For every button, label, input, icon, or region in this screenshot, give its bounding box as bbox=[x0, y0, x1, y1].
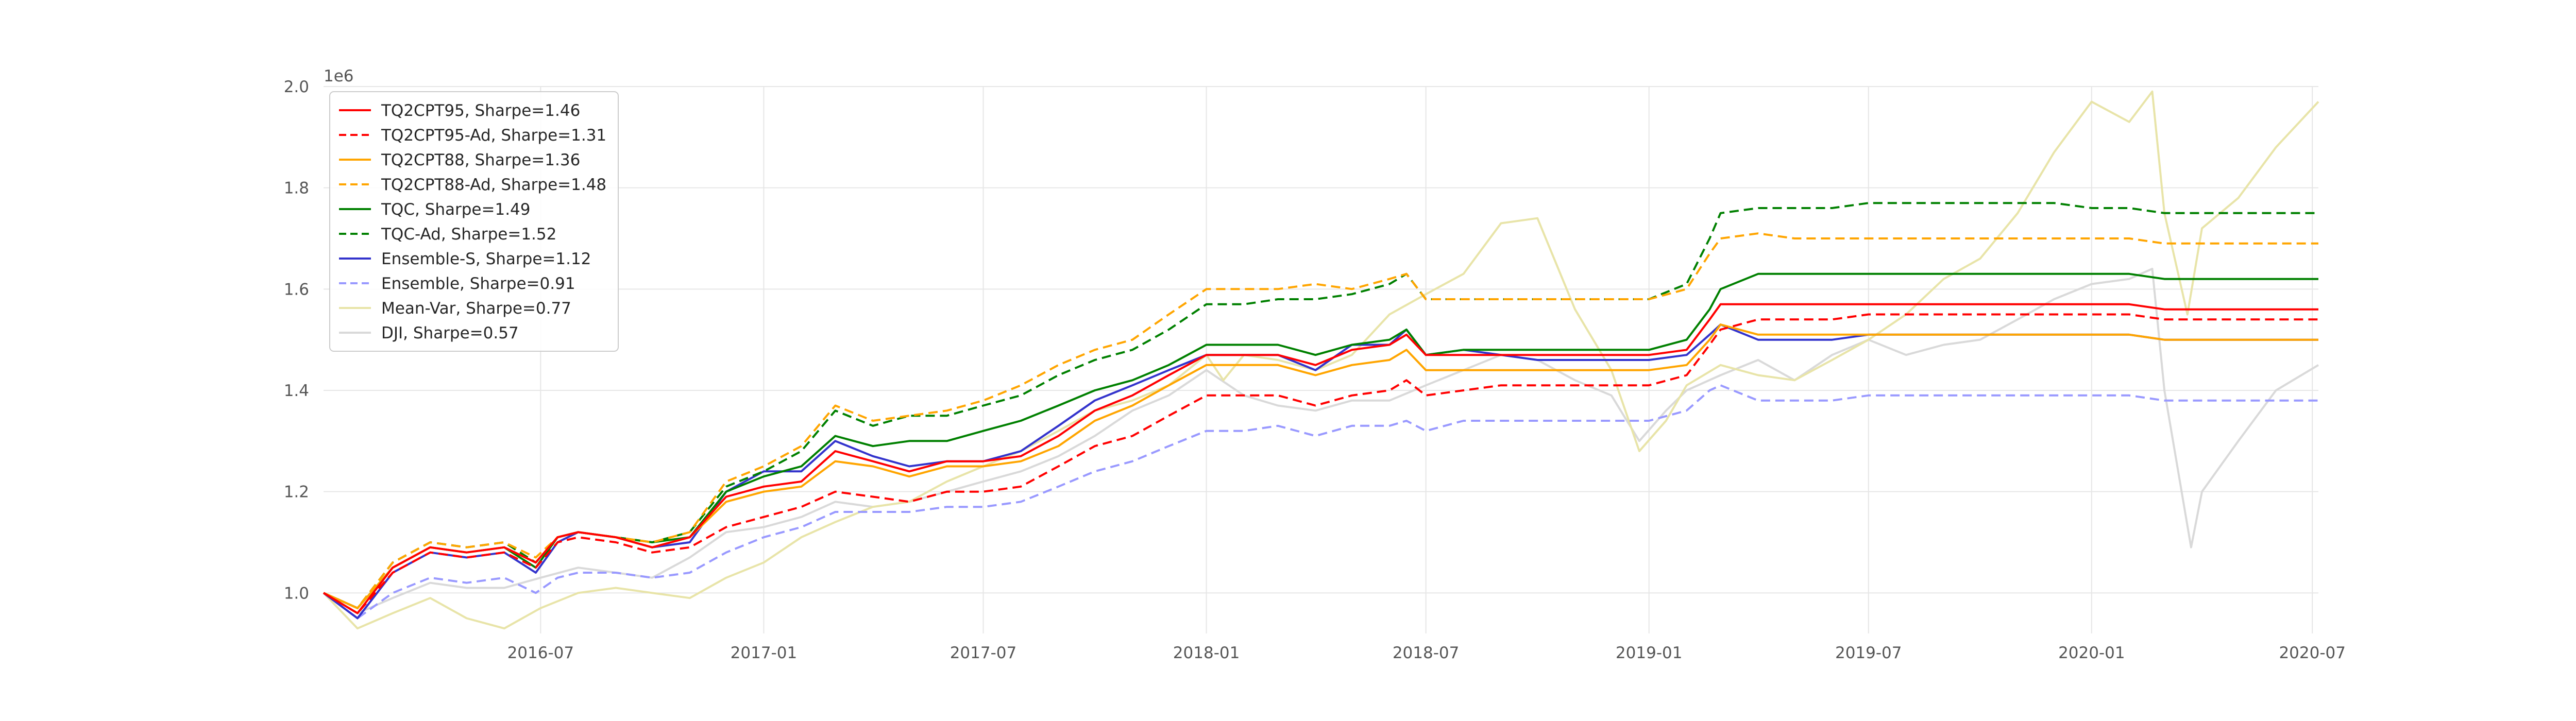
legend-label: Ensemble-S, Sharpe=1.12 bbox=[381, 250, 591, 268]
legend-label: TQ2CPT88-Ad, Sharpe=1.48 bbox=[381, 176, 606, 194]
legend-label: TQC-Ad, Sharpe=1.52 bbox=[381, 225, 556, 244]
legend-label: TQC, Sharpe=1.49 bbox=[381, 200, 531, 219]
x-tick-label: 2018-07 bbox=[1393, 644, 1460, 662]
series-line-tqc bbox=[323, 272, 2318, 609]
series-line-tq2cpt88-ad bbox=[323, 232, 2318, 609]
x-axis: 2016-07 2017-01 2017-07 2018-01 2018-07 2019-… bbox=[507, 644, 2346, 662]
legend: TQ2CPT95, Sharpe=1.46 TQ2CPT95-Ad, Sharpe… bbox=[329, 91, 619, 352]
legend-label: Mean-Var, Sharpe=0.77 bbox=[381, 299, 571, 318]
legend-label: DJI, Sharpe=0.57 bbox=[381, 324, 519, 342]
x-tick-label: 2017-07 bbox=[950, 644, 1017, 662]
y-tick-label: 1.6 bbox=[284, 280, 309, 299]
series-line-mean-var bbox=[323, 90, 2319, 630]
legend-label: Ensemble, Sharpe=0.91 bbox=[381, 274, 575, 293]
legend-frame bbox=[329, 91, 619, 352]
legend-label: TQ2CPT88, Sharpe=1.36 bbox=[381, 151, 580, 169]
x-tick-label: 2019-01 bbox=[1616, 644, 1683, 662]
series-line-tqc-ad bbox=[323, 202, 2318, 609]
y-tick-label: 1.0 bbox=[284, 584, 309, 603]
series-line-tq2cpt95-ad bbox=[323, 313, 2318, 614]
grid bbox=[324, 86, 2318, 633]
legend-label: TQ2CPT95, Sharpe=1.46 bbox=[381, 101, 580, 120]
x-tick-label: 2020-01 bbox=[2058, 644, 2125, 662]
x-tick-label: 2020-07 bbox=[2279, 644, 2346, 662]
x-tick-label: 2017-01 bbox=[731, 644, 798, 662]
x-tick-label: 2018-01 bbox=[1173, 644, 1240, 662]
y-offset-label: 1e6 bbox=[324, 67, 354, 85]
series-line-ensemble bbox=[323, 384, 2318, 620]
y-tick-label: 1.2 bbox=[284, 483, 309, 502]
legend-label: TQ2CPT95-Ad, Sharpe=1.31 bbox=[381, 126, 606, 145]
series-line-tq2cpt95 bbox=[323, 303, 2318, 614]
series-layer bbox=[323, 90, 2319, 630]
x-tick-label: 2016-07 bbox=[507, 644, 574, 662]
x-tick-label: 2019-07 bbox=[1835, 644, 1902, 662]
y-tick-label: 2.0 bbox=[284, 78, 309, 96]
y-tick-label: 1.8 bbox=[284, 179, 309, 198]
y-tick-label: 1.4 bbox=[284, 382, 309, 400]
y-axis: 1.0 1.2 1.4 1.6 1.8 2.0 bbox=[284, 78, 309, 603]
series-line-dji bbox=[323, 268, 2319, 614]
